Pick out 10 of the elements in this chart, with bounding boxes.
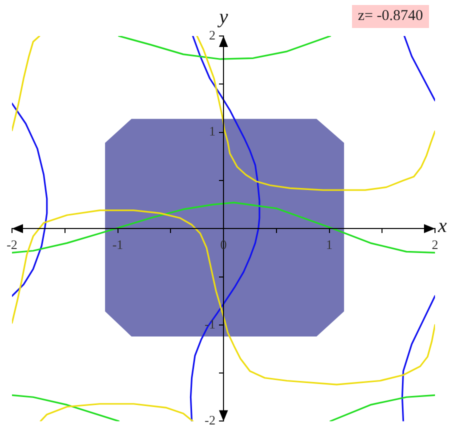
x-tick-label: -2	[6, 236, 18, 252]
x-tick-label: 1	[326, 236, 332, 252]
x-axis-title: x	[437, 214, 447, 237]
y-tick-label: 2	[209, 27, 216, 42]
x-tick-label: 2	[432, 236, 438, 252]
y-tick-label: 1	[209, 124, 216, 139]
y-tick-label: -2	[204, 412, 216, 428]
x-tick-label: -1	[112, 236, 124, 252]
y-axis-title: y	[217, 6, 228, 28]
text: z= -0.8740	[352, 5, 429, 28]
